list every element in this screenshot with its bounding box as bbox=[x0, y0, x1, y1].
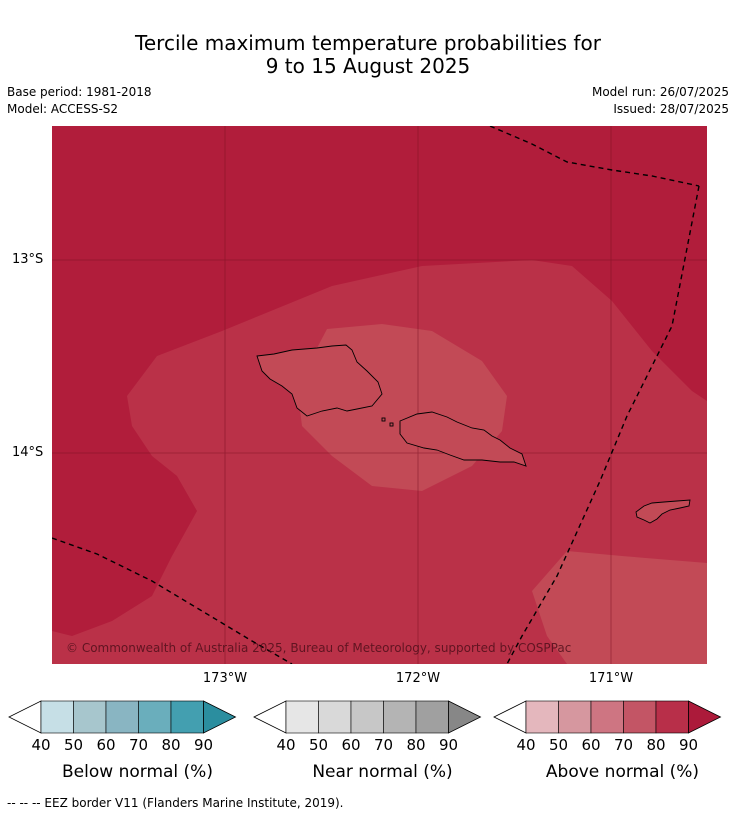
above-normal-colorbar bbox=[493, 700, 722, 734]
below-colorbar-under-triangle bbox=[8, 700, 42, 734]
model-run-text: Model run: 26/07/2025 bbox=[591, 85, 729, 99]
near-colorbar-tick-label: 70 bbox=[373, 736, 394, 754]
below-colorbar-tick-label: 50 bbox=[63, 736, 84, 754]
below-colorbar-tick-label: 80 bbox=[161, 736, 181, 754]
below-colorbar-segment bbox=[40, 700, 74, 734]
manono-island bbox=[389, 422, 394, 427]
lat-label-13s: 13°S bbox=[12, 252, 44, 267]
savaii-island bbox=[256, 344, 383, 417]
below-colorbar-tick-label: 90 bbox=[193, 736, 214, 754]
near-colorbar-tick-label: 80 bbox=[406, 736, 426, 754]
above-colorbar-tick-label: 70 bbox=[613, 736, 634, 754]
issued-text: Issued: 28/07/2025 bbox=[613, 102, 729, 116]
below-colorbar-tick-label: 70 bbox=[128, 736, 149, 754]
below-colorbar-tick-label: 40 bbox=[31, 736, 51, 754]
islands bbox=[256, 344, 691, 524]
near-colorbar-tick-label: 40 bbox=[276, 736, 296, 754]
below-normal-colorbar bbox=[8, 700, 237, 734]
near-colorbar-over-triangle bbox=[448, 700, 482, 734]
lon-label-171w: 171°W bbox=[588, 671, 634, 686]
below-colorbar-segment bbox=[73, 700, 107, 734]
upolu-island bbox=[399, 411, 527, 467]
copyright-text: © Commonwealth of Australia 2025, Bureau… bbox=[66, 641, 572, 655]
tutuila-island bbox=[635, 499, 691, 524]
model-text: Model: ACCESS-S2 bbox=[7, 102, 119, 116]
near-colorbar-segment bbox=[383, 700, 417, 734]
above-colorbar-segment bbox=[525, 700, 559, 734]
above-colorbar-under-triangle bbox=[493, 700, 527, 734]
above-colorbar-segment bbox=[655, 700, 689, 734]
above-colorbar-tick-label: 80 bbox=[646, 736, 666, 754]
below-colorbar-tick-label: 60 bbox=[96, 736, 116, 754]
meta-right: Model run: 26/07/2025 Issued: 28/07/2025 bbox=[592, 84, 729, 118]
probability-map: © Commonwealth of Australia 2025, Bureau… bbox=[52, 126, 707, 664]
near-normal-colorbar-label: Near normal (%) bbox=[312, 762, 453, 782]
meta-left: Base period: 1981-2018 Model: ACCESS-S2 bbox=[7, 84, 152, 118]
near-normal-colorbar bbox=[253, 700, 482, 734]
graticule bbox=[52, 126, 707, 664]
map-canvas bbox=[52, 126, 707, 664]
region-above-70-southeast bbox=[532, 551, 707, 664]
below-colorbar-segment bbox=[170, 700, 204, 734]
base-period-text: Base period: 1981-2018 bbox=[7, 85, 152, 99]
near-colorbar-tick-label: 50 bbox=[308, 736, 329, 754]
above-colorbar-over-triangle bbox=[688, 700, 722, 734]
lat-label-14s: 14°S bbox=[12, 445, 44, 460]
near-colorbar-segment bbox=[285, 700, 319, 734]
above-colorbar-tick-label: 60 bbox=[581, 736, 601, 754]
below-colorbar-over-triangle bbox=[203, 700, 237, 734]
above-colorbar-tick-label: 90 bbox=[678, 736, 699, 754]
lon-label-173w: 173°W bbox=[202, 671, 248, 686]
near-colorbar-segment bbox=[318, 700, 352, 734]
chart-title-line1: Tercile maximum temperature probabilitie… bbox=[135, 31, 601, 55]
eez-border bbox=[52, 126, 700, 664]
near-colorbar-under-triangle bbox=[253, 700, 287, 734]
chart-title-line2: 9 to 15 August 2025 bbox=[265, 54, 471, 78]
above-colorbar-tick-label: 50 bbox=[548, 736, 569, 754]
above-colorbar-tick-label: 40 bbox=[516, 736, 536, 754]
near-colorbar-tick-label: 60 bbox=[341, 736, 361, 754]
above-colorbar-segment bbox=[558, 700, 592, 734]
near-colorbar-segment bbox=[350, 700, 384, 734]
eez-legend-text: -- -- -- EEZ border V11 (Flanders Marine… bbox=[7, 796, 344, 810]
above-colorbar-segment bbox=[623, 700, 657, 734]
near-colorbar-tick-label: 90 bbox=[438, 736, 459, 754]
above-colorbar-segment bbox=[590, 700, 624, 734]
near-colorbar-segment bbox=[415, 700, 449, 734]
below-colorbar-segment bbox=[105, 700, 139, 734]
below-colorbar-segment bbox=[138, 700, 172, 734]
below-normal-colorbar-label: Below normal (%) bbox=[62, 762, 213, 782]
above-normal-colorbar-label: Above normal (%) bbox=[545, 762, 700, 782]
apolima-island bbox=[381, 417, 386, 422]
lon-label-172w: 172°W bbox=[395, 671, 441, 686]
